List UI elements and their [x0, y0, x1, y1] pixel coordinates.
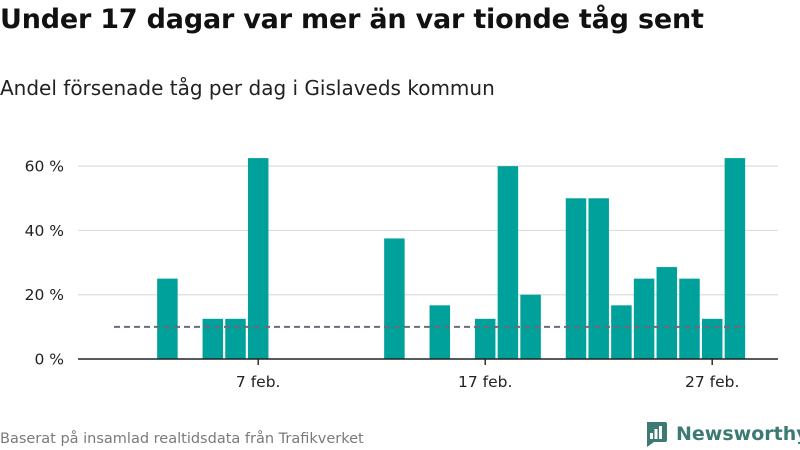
x-tick-label: 27 feb.	[685, 373, 739, 391]
bar	[701, 318, 723, 359]
bars	[157, 158, 746, 359]
bar	[202, 318, 224, 359]
bar	[474, 318, 496, 359]
newsworthy-logo[interactable]: Newsworthy	[644, 420, 800, 448]
axes: 0 % 20 % 40 % 60 % 7 feb. 17 feb. 27 feb.	[25, 158, 778, 391]
bar	[588, 198, 609, 359]
y-tick-label: 40 %	[25, 222, 64, 240]
bar	[247, 158, 269, 359]
y-tick-label: 20 %	[25, 286, 64, 304]
chart-subtitle: Andel försenade tåg per dag i Gislaveds …	[0, 76, 495, 100]
bar	[633, 278, 655, 359]
bar	[225, 318, 246, 359]
x-tick-label: 17 feb.	[458, 373, 512, 391]
bar	[429, 305, 451, 359]
y-tick-label: 0 %	[34, 351, 64, 369]
bar	[497, 166, 519, 359]
y-tick-label: 60 %	[25, 158, 64, 176]
bar	[157, 278, 178, 359]
bar	[384, 238, 405, 359]
bar	[520, 294, 541, 359]
source-note: Baserat på insamlad realtidsdata från Tr…	[0, 431, 364, 447]
bar	[611, 305, 632, 359]
chart-title: Under 17 dagar var mer än var tionde tåg…	[0, 4, 704, 35]
bar	[565, 198, 587, 359]
x-tick-label: 7 feb.	[236, 373, 281, 391]
brand-name: Newsworthy	[676, 423, 800, 445]
newsworthy-logo-icon	[647, 422, 667, 447]
bar	[679, 278, 700, 359]
bar	[656, 267, 678, 359]
bar	[724, 158, 746, 359]
